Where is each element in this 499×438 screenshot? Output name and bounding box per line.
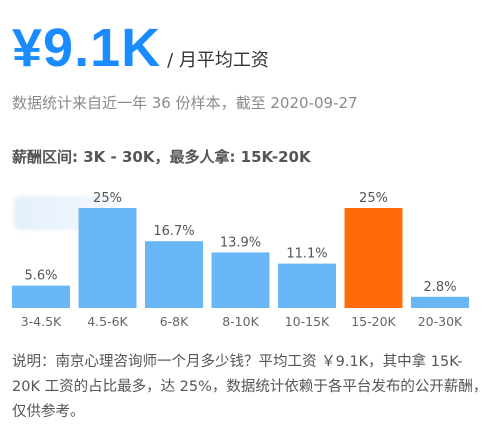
- value-label-4.5-6K: 25%: [93, 191, 122, 206]
- value-label-6-8K: 16.7%: [153, 224, 194, 239]
- value-label-10-15K: 11.1%: [286, 247, 327, 262]
- salary-distribution-chart: 5.6% 25% 16.7% 13.9% 11.1% 25% 2.8% 3-4.5K 4.5-…: [12, 191, 469, 329]
- category-label-4.5-6K: 4.5-6K: [87, 314, 128, 329]
- bar-8-10K: [211, 252, 270, 308]
- salary-range-summary: 薪酬区间: 3K - 30K，最多人拿: 15K-20K: [12, 148, 311, 166]
- salary-unit-label: / 月平均工资: [167, 50, 269, 71]
- category-labels-layer: 3-4.5K 4.5-6K 6-8K 8-10K 10-15K 15-20K 20-30K: [21, 314, 463, 329]
- category-label-10-15K: 10-15K: [285, 314, 330, 329]
- category-label-6-8K: 6-8K: [160, 314, 189, 329]
- value-label-15-20K: 25%: [359, 191, 388, 206]
- value-labels-layer: 5.6% 25% 16.7% 13.9% 11.1% 25% 2.8%: [24, 191, 456, 295]
- bar-15-20K: [344, 208, 403, 308]
- category-label-20-30K: 20-30K: [418, 314, 463, 329]
- bar-4.5-6K: [78, 208, 137, 308]
- value-label-8-10K: 13.9%: [220, 235, 261, 250]
- footnote-description: 说明：南京心理咨询师一个月多少钱？平均工资 ￥9.1K，其中拿 15K-20K …: [12, 354, 488, 420]
- value-label-3-4.5K: 5.6%: [24, 269, 57, 284]
- salary-header: ¥9.1K / 月平均工资: [12, 18, 269, 78]
- category-label-15-20K: 15-20K: [351, 314, 396, 329]
- bar-20-30K: [411, 296, 469, 308]
- bars-layer: [12, 208, 469, 308]
- bar-3-4.5K: [12, 285, 70, 308]
- value-label-20-30K: 2.8%: [423, 280, 456, 295]
- sample-note: 数据统计来自近一年 36 份样本，截至 2020-09-27: [12, 94, 358, 112]
- category-label-8-10K: 8-10K: [222, 314, 259, 329]
- average-salary-value: ¥9.1K: [12, 18, 162, 78]
- bar-10-15K: [278, 263, 336, 308]
- bar-6-8K: [145, 241, 203, 308]
- category-label-3-4.5K: 3-4.5K: [21, 314, 62, 329]
